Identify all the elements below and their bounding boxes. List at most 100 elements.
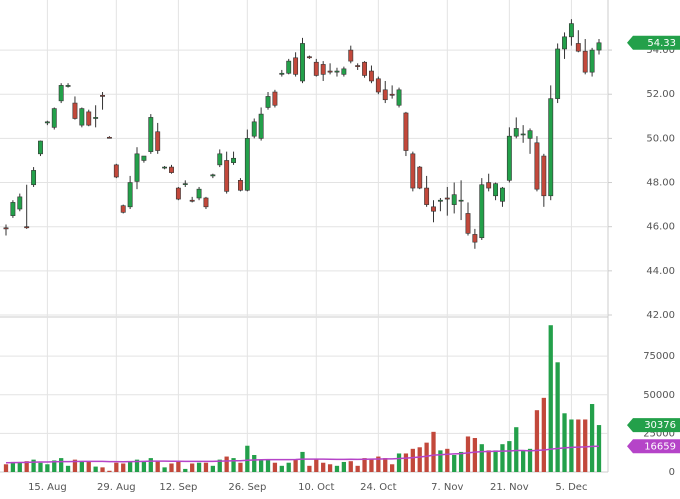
last-price-tag-bg: [627, 35, 680, 50]
volume-bar: [355, 465, 360, 472]
volume-bar: [38, 462, 43, 472]
volume-bar: [493, 450, 498, 472]
candle-body: [134, 153, 140, 182]
candle-body: [265, 96, 271, 108]
candle-body: [148, 117, 154, 152]
y-tick-label: 48.00: [646, 178, 675, 189]
volume-bar: [141, 461, 147, 472]
y-tick-label: 54.00: [646, 45, 675, 56]
candle-body: [555, 48, 561, 99]
volume-bar: [410, 448, 415, 472]
candle-body: [348, 49, 354, 62]
candle-body: [596, 42, 602, 51]
volume-bar: [417, 447, 422, 472]
volume-bar: [286, 462, 291, 472]
candle-body: [527, 130, 533, 139]
volume-bar: [589, 404, 595, 472]
volume-bar: [403, 453, 409, 472]
x-tick-label: 10. Oct: [298, 482, 334, 493]
volume-bar: [169, 463, 174, 472]
volume-bar: [334, 465, 340, 472]
volume-bar: [424, 442, 429, 472]
candle-body: [127, 182, 133, 208]
x-tick-label: 29. Aug: [97, 482, 136, 493]
candle-body: [355, 65, 361, 67]
y-tick-label: 50000: [643, 390, 675, 401]
volume-bar: [231, 458, 236, 472]
volume-ma-tag-bg: [627, 439, 680, 454]
volume-bar: [121, 463, 126, 472]
volume-bar: [279, 465, 284, 472]
volume-bar: [458, 451, 464, 472]
volume-bar: [24, 461, 29, 472]
candle-body: [258, 113, 264, 139]
candle-body: [286, 60, 292, 74]
candle-body: [306, 56, 312, 59]
volume-bar: [314, 458, 319, 472]
candle-body: [568, 23, 574, 38]
volume-bar: [114, 462, 119, 472]
candle-body: [444, 197, 450, 200]
candle-body: [51, 108, 57, 128]
x-tick-label: 26. Sep: [228, 482, 266, 493]
volume-bar: [341, 461, 347, 472]
candle-body: [534, 142, 540, 190]
volume-bar: [583, 419, 588, 472]
candle-body: [86, 111, 92, 126]
candle-body: [272, 91, 278, 106]
volume-bar: [445, 448, 450, 472]
candle-body: [279, 72, 285, 75]
volume-bar: [190, 463, 195, 472]
volume-bar: [431, 431, 436, 472]
candle-body: [327, 70, 333, 73]
candle-body: [93, 117, 99, 119]
candle-body: [244, 138, 250, 191]
x-tick-label: 15. Aug: [28, 482, 67, 493]
candle-body: [313, 61, 319, 76]
candle-body: [479, 184, 485, 239]
candle-body: [341, 68, 347, 75]
candle-body: [203, 197, 209, 208]
volume-bar: [196, 462, 202, 472]
volume-bar: [203, 462, 209, 472]
volume-bar: [65, 465, 71, 472]
candle-body: [334, 70, 340, 73]
candle-body: [162, 166, 168, 169]
volume-bar: [376, 456, 381, 472]
volume-bar: [127, 461, 133, 472]
candle-body: [231, 157, 236, 163]
candle-body: [224, 160, 230, 192]
candle-body: [575, 43, 581, 52]
volume-bar: [293, 459, 298, 472]
volume-bar: [134, 459, 140, 472]
volume-bar: [576, 419, 581, 472]
candle-body: [520, 133, 526, 136]
candle-body: [17, 196, 23, 210]
volume-bar: [521, 450, 526, 472]
volume-bar: [438, 450, 443, 472]
volume-bar: [183, 468, 188, 472]
last-price-tag: 54.33: [647, 38, 676, 49]
volume-bar: [176, 461, 181, 472]
candle-body: [217, 153, 223, 166]
candle-body: [410, 153, 416, 189]
candle-body: [472, 234, 478, 243]
volume-bar: [107, 470, 112, 472]
volume-bar: [527, 448, 533, 472]
candle-body: [210, 174, 216, 177]
candle-body: [44, 121, 50, 124]
volume-bar: [252, 455, 257, 472]
candle-body: [79, 108, 85, 126]
volume-bar: [217, 459, 222, 472]
candle-body: [300, 43, 305, 82]
volume-bar: [383, 458, 388, 472]
y-tick-label: 46.00: [646, 222, 675, 233]
volume-ma-tag: 16659: [644, 441, 676, 452]
volume-bar: [45, 464, 50, 472]
x-tick-label: 12. Sep: [159, 482, 197, 493]
candle-body: [106, 136, 112, 139]
candle-body: [24, 226, 30, 229]
candle-body: [389, 93, 395, 96]
volume-bar: [465, 436, 471, 472]
candle-body: [362, 61, 367, 76]
